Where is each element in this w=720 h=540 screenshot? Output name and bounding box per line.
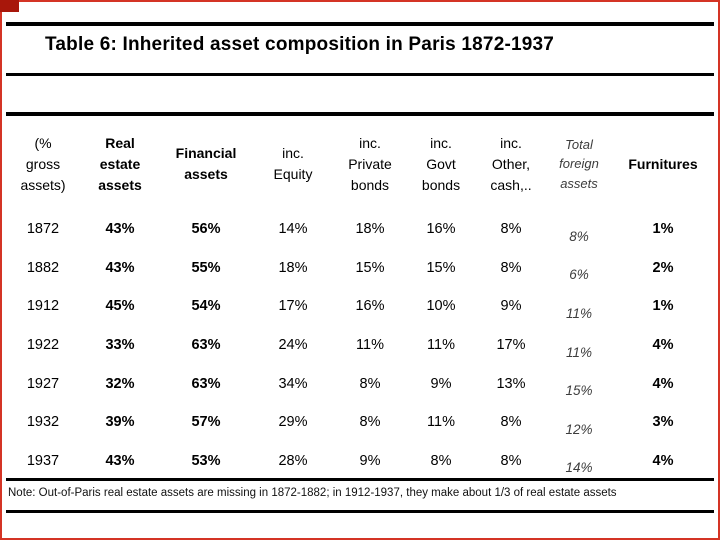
value-cell: 9% [430,375,452,392]
divider-top [6,22,714,26]
value-cell: 8% [500,414,522,431]
value-cell: 1% [652,221,674,238]
value-cell: 14% [565,460,593,476]
row-year: 1937 [26,452,60,469]
value-cell: 18% [355,221,385,238]
value-cell: 57% [191,414,221,431]
value-cell: 8% [359,375,381,392]
page-title: Table 6: Inherited asset composition in … [45,34,555,55]
slide-corner-accent [0,0,19,12]
column-header: inc. Equity [273,145,313,182]
footnote: Note: Out-of-Paris real estate assets ar… [8,487,617,499]
value-cell: 9% [359,452,381,469]
value-cell: 1% [652,298,674,315]
row-year: 1872 [26,221,60,238]
column-header: Furnitures [628,155,698,172]
table-top-rule [6,112,714,116]
value-cell: 54% [191,298,221,315]
value-cell: 16% [426,221,456,238]
value-cell: 15% [426,259,456,276]
value-cell: 15% [355,259,385,276]
value-cell: 11% [565,306,593,322]
row-year: 1882 [26,259,60,276]
column-header: inc. Private bonds [348,134,392,193]
value-cell: 8% [569,228,589,244]
value-cell: 16% [355,298,385,315]
value-cell: 53% [191,452,221,469]
value-cell: 63% [191,375,221,392]
value-cell: 11% [356,337,384,354]
value-cell: 32% [105,375,135,392]
row-year: 1932 [26,414,60,431]
value-cell: 4% [652,337,674,354]
value-cell: 34% [278,375,308,392]
value-cell: 8% [500,221,522,238]
row-year: 1927 [26,375,60,392]
value-cell: 17% [278,298,308,315]
column-header: (% gross assets) [20,134,66,193]
value-cell: 4% [652,452,674,469]
value-cell: 17% [496,337,526,354]
value-cell: 9% [500,298,522,315]
table-bottom-rule [6,478,714,481]
divider-under-title [6,73,714,76]
value-cell: 33% [105,337,135,354]
column-header: Total foreign assets [559,136,599,191]
asset-composition-table: (% gross assets) Real estate assets Financ… [6,118,714,480]
value-cell: 3% [652,414,674,431]
value-cell: 2% [652,259,674,276]
column-header: inc. Other, cash,.. [490,134,532,193]
value-cell: 29% [278,414,308,431]
value-cell: 45% [105,298,135,315]
value-cell: 43% [105,452,135,469]
value-cell: 12% [565,421,593,437]
value-cell: 63% [191,337,221,354]
value-cell: 39% [105,414,135,431]
value-cell: 6% [569,267,589,283]
value-cell: 8% [359,414,381,431]
value-cell: 56% [191,221,221,238]
row-year: 1912 [26,298,60,315]
value-cell: 8% [430,452,452,469]
value-cell: 43% [105,221,135,238]
value-cell: 14% [278,221,308,238]
divider-bottom [6,510,714,513]
value-cell: 28% [278,452,308,469]
value-cell: 55% [191,259,221,276]
value-cell: 10% [426,298,456,315]
value-cell: 4% [652,375,674,392]
value-cell: 15% [565,383,593,399]
value-cell: 8% [500,452,522,469]
value-cell: 18% [278,259,308,276]
value-cell: 11% [565,344,593,360]
column-header: inc. Govt bonds [421,134,461,193]
column-header: Real estate assets [98,134,142,193]
column-header: Financial assets [175,145,237,182]
value-cell: 11% [427,414,455,431]
row-year: 1922 [26,337,60,354]
value-cell: 13% [496,375,526,392]
value-cell: 43% [105,259,135,276]
value-cell: 8% [500,259,522,276]
value-cell: 11% [427,337,455,354]
value-cell: 24% [278,337,308,354]
